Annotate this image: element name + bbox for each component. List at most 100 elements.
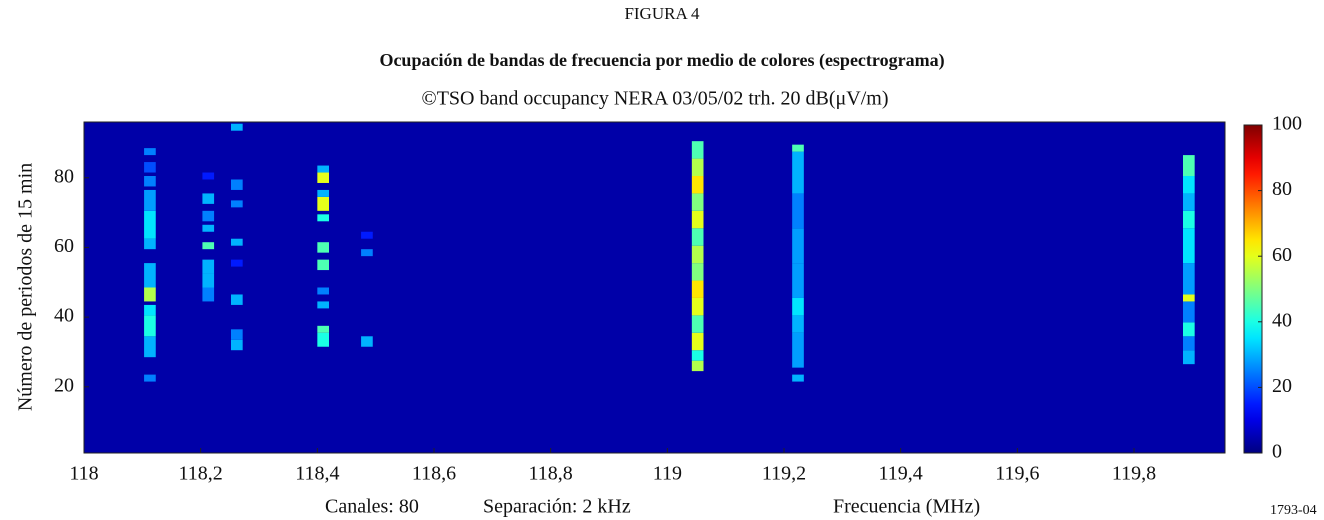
heatmap-cell (144, 336, 156, 358)
heatmap-cell (231, 238, 243, 246)
figure-label: FIGURA 4 (624, 4, 700, 23)
heatmap-cell (202, 273, 215, 288)
heatmap-cell (144, 263, 156, 288)
heatmap-cell (1183, 336, 1195, 351)
colorbar-tick-label: 40 (1272, 309, 1292, 331)
heatmap-cell (202, 172, 215, 180)
colorbar-tick-label: 0 (1272, 441, 1282, 463)
heatmap-cell (691, 332, 704, 351)
colorbar-tick-label: 80 (1272, 178, 1292, 200)
heatmap-cell (792, 193, 804, 229)
plot-frame (83, 121, 1226, 454)
heatmap-cell (202, 259, 215, 274)
heatmap-cell (1183, 294, 1195, 302)
heatmap-cell (144, 287, 156, 302)
heatmap-cell (1183, 350, 1195, 365)
x-tick-label: 118,8 (529, 463, 573, 485)
x-tick-label: 119 (653, 463, 682, 485)
heatmap-cell (361, 336, 373, 347)
heatmap-cell (317, 189, 329, 197)
heatmap-cell (317, 165, 329, 173)
x-tick-label: 118 (69, 463, 98, 485)
heatmap-cell (691, 280, 704, 298)
heatmap-cell (691, 360, 704, 372)
heatmap-cell (792, 374, 804, 382)
y-tick-label: 40 (54, 305, 74, 327)
x-axis-label: Frecuencia (MHz) (833, 496, 980, 518)
heatmap-cell (317, 172, 329, 183)
heatmap-cell (792, 297, 804, 316)
heatmap-cell (202, 210, 215, 222)
heatmap-cell (231, 259, 243, 267)
heatmap-cell (144, 315, 156, 337)
heatmap-cell (361, 249, 373, 257)
chart-title: Ocupación de bandas de frecuencia por me… (379, 50, 944, 71)
heatmap-cell (1183, 176, 1195, 194)
heatmap-cell (231, 339, 243, 351)
heatmap-cell (144, 162, 156, 173)
heatmap-cell (231, 123, 243, 131)
y-tick-label: 20 (54, 374, 74, 396)
heatmap-cell (144, 210, 156, 239)
colorbar-tick-label: 20 (1272, 375, 1292, 397)
heatmap-cell (1183, 193, 1195, 211)
x-tick-label: 119,2 (762, 463, 806, 485)
heatmap-cell (1183, 263, 1195, 295)
heatmap-cell (691, 141, 704, 159)
heatmap-cell (144, 189, 156, 211)
x-tick-label: 118,4 (295, 463, 339, 485)
y-tick-label: 60 (54, 235, 74, 257)
heatmap-cell (317, 242, 329, 253)
reference: 1793-04 (1270, 503, 1317, 518)
x-tick-label: 119,8 (1112, 463, 1156, 485)
heatmap-cell (691, 315, 704, 333)
x-tick-label: 119,6 (995, 463, 1039, 485)
x-tick-label: 118,6 (412, 463, 456, 485)
heatmap-cell (202, 224, 215, 232)
y-tick-label: 80 (54, 165, 74, 187)
heatmap-cell (1183, 155, 1195, 177)
heatmap-cell (691, 245, 704, 264)
heatmap-cell (144, 304, 156, 316)
x-tick-label: 118,2 (179, 463, 223, 485)
heatmap-cell (691, 158, 704, 177)
heatmap-cell (317, 301, 329, 309)
heatmap-cell (231, 200, 243, 208)
heatmap-cell (1183, 301, 1195, 323)
heatmap-cell (792, 332, 804, 368)
heatmap-cell (792, 263, 804, 298)
heatmap-cell (317, 196, 329, 211)
heatmap-cell (231, 294, 243, 305)
heatmap-cell (691, 176, 704, 194)
colorbar-tick-label: 60 (1272, 244, 1292, 266)
spacing-note: Separación: 2 kHz (483, 496, 631, 518)
plot-subtitle: ©TSO band occupancy NERA 03/05/02 trh. 2… (422, 88, 889, 110)
heatmap-cell (317, 259, 329, 271)
heatmap-cell (202, 193, 215, 204)
x-tick-label: 119,4 (879, 463, 923, 485)
y-axis-label: Número de periodos de 15 min (15, 163, 37, 411)
heatmap-cell (1183, 210, 1195, 229)
heatmap-cell (144, 238, 156, 250)
channels-note: Canales: 80 (325, 496, 419, 518)
colorbar-tick-label: 100 (1272, 113, 1302, 135)
heatmap-cell (317, 325, 329, 333)
heatmap-cell (317, 287, 329, 295)
heatmap-cell (144, 374, 156, 382)
heatmap-cell (691, 297, 704, 316)
heatmap-cell (202, 287, 215, 302)
heatmap-cell (691, 263, 704, 281)
heatmap-cell (792, 315, 804, 333)
heatmap-cell (792, 228, 804, 264)
heatmap-cell (1183, 228, 1195, 264)
heatmap-cell (1183, 322, 1195, 337)
heatmap-cell (691, 228, 704, 246)
heatmap-cell (144, 148, 156, 156)
heatmap-cell (231, 329, 243, 340)
heatmap-cell (691, 193, 704, 211)
heatmap-cell (792, 151, 804, 194)
heatmap-cell (231, 179, 243, 190)
heatmap-cell (361, 231, 373, 239)
heatmap-cell (144, 176, 156, 187)
